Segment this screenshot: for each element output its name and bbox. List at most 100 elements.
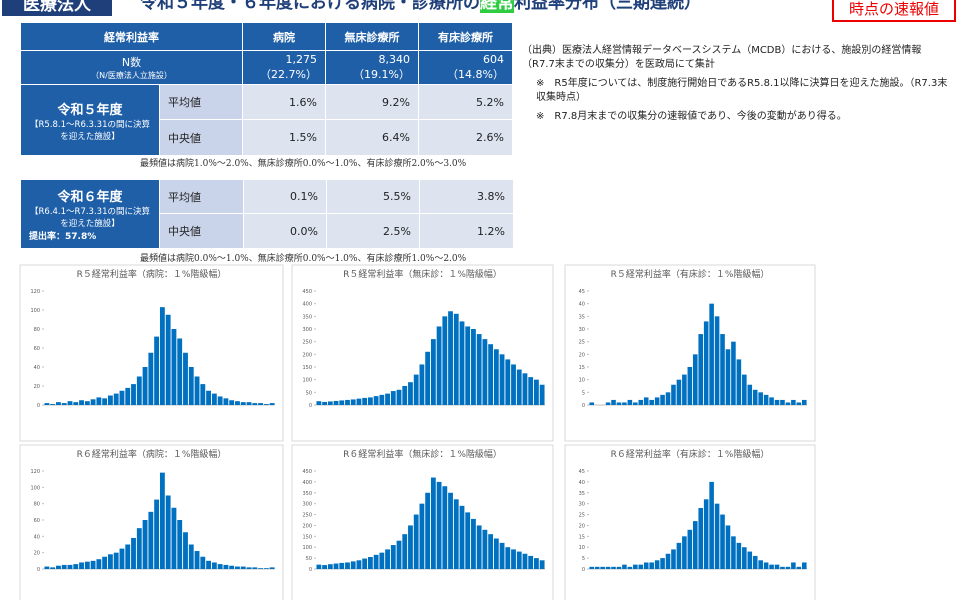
y-tick-label: 40	[34, 365, 40, 371]
bar	[200, 384, 206, 405]
bar	[200, 556, 206, 569]
bar	[119, 390, 125, 405]
cell: 1.6%	[242, 84, 326, 120]
y-tick-label: 250	[302, 340, 312, 346]
period-span: 【R5.8.1～R6.3.31の間に決算を迎えた施設】	[30, 119, 150, 142]
bar	[142, 367, 148, 405]
period-name: 令和６年度	[57, 190, 123, 205]
bar	[240, 566, 246, 569]
y-tick-label: 80	[34, 502, 40, 508]
period: 令和５年度 【R5.8.1～R6.3.31の間に決算を迎えた施設】	[20, 84, 160, 156]
title: 令和５年度・６年度における病院・診療所の経常利益率分布（三期連続）	[140, 0, 820, 14]
y-tick-label: 40	[579, 302, 585, 308]
bar	[643, 562, 649, 569]
bar	[136, 376, 142, 405]
cell: 2.6%	[418, 119, 513, 156]
bar	[229, 565, 235, 569]
bar	[269, 567, 275, 569]
bar	[367, 557, 373, 569]
bar	[217, 564, 223, 569]
bar	[436, 481, 442, 569]
bar	[654, 560, 660, 569]
y-tick-label: 300	[302, 502, 312, 508]
bar	[505, 547, 511, 569]
n-share: （14.8%）	[447, 68, 504, 81]
bar	[356, 560, 362, 569]
bar	[611, 566, 616, 569]
bar	[801, 562, 807, 569]
bar	[589, 402, 595, 405]
bar	[56, 402, 61, 405]
cell: 1.2%	[419, 213, 514, 249]
bar	[482, 529, 488, 569]
bar	[465, 512, 471, 569]
bar	[758, 560, 763, 569]
bar	[136, 528, 142, 569]
bar	[796, 566, 802, 569]
bar	[430, 339, 436, 405]
bar	[131, 384, 136, 405]
bar	[522, 373, 528, 405]
bar	[780, 566, 785, 569]
bar	[154, 499, 160, 569]
bar	[471, 329, 476, 405]
row-label: 平均値	[159, 179, 244, 214]
chart-frame	[564, 264, 816, 442]
y-tick-label: 20	[579, 352, 585, 358]
bar	[627, 399, 633, 405]
y-tick-label: 0	[582, 403, 585, 409]
y-tick-label: 10	[579, 545, 585, 551]
y-tick-label: 5	[582, 390, 585, 396]
bar	[258, 403, 263, 405]
bar	[493, 349, 499, 405]
y-tick-label: 45	[579, 289, 585, 295]
bar	[676, 542, 682, 569]
bar	[752, 555, 758, 569]
bar	[442, 316, 448, 405]
bar	[616, 402, 622, 405]
bar	[638, 564, 644, 569]
bar	[154, 336, 160, 405]
row-label: 中央値	[159, 213, 244, 249]
bar	[194, 376, 200, 405]
bar	[96, 559, 102, 569]
chart-frame	[564, 444, 816, 600]
bar	[413, 374, 419, 405]
table-r5: 経常利益率 病院 無床診療所 有床診療所 N数 （N/医療法人立施設） 1,275 （22…	[20, 22, 513, 156]
y-tick-label: 5	[582, 556, 585, 562]
bar	[73, 564, 79, 569]
bar	[791, 399, 796, 405]
bar	[671, 384, 676, 405]
bar	[113, 552, 119, 569]
bar	[687, 367, 693, 405]
n-share: （22.7%）	[260, 68, 317, 81]
col-head: 病院	[242, 22, 326, 51]
cell: 6.4%	[325, 119, 419, 156]
n-cell: 1,275 （22.7%）	[242, 50, 326, 85]
y-tick-label: 350	[302, 491, 312, 497]
bar	[654, 397, 660, 405]
bar	[316, 564, 322, 569]
bar	[211, 562, 217, 569]
y-tick-label: 15	[579, 365, 585, 371]
bar	[482, 339, 488, 405]
bar	[600, 566, 605, 569]
bar	[102, 398, 108, 405]
stamp: 時点の速報値	[832, 0, 956, 22]
bar	[362, 397, 368, 405]
y-tick-label: 25	[579, 513, 585, 519]
bar	[676, 379, 682, 405]
cell: 1.5%	[242, 119, 326, 156]
note: ※ R5年度については、制度施行開始日であるR5.8.1以降に決算日を迎えた施設…	[536, 78, 948, 103]
bar	[522, 553, 528, 569]
bar	[188, 367, 194, 405]
y-tick-label: 200	[302, 523, 312, 529]
bar	[333, 400, 339, 405]
table-r6: 令和６年度 【R6.4.1～R7.3.31の間に決算を迎えた施設】 提出率：57.8…	[20, 179, 514, 249]
bar	[408, 382, 413, 405]
bar	[44, 566, 50, 569]
y-tick-label: 0	[37, 567, 40, 573]
bar	[50, 567, 56, 569]
bar	[419, 364, 425, 405]
